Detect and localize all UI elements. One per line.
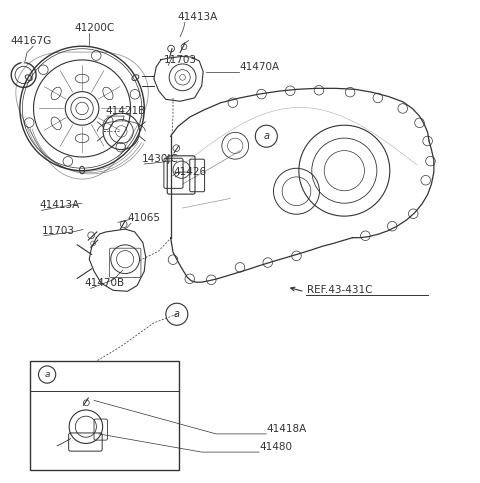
Text: 41413A: 41413A [39, 200, 79, 211]
Text: a: a [264, 131, 269, 141]
Text: 41470A: 41470A [239, 62, 279, 71]
Text: 41426: 41426 [173, 167, 206, 177]
Text: a: a [44, 370, 50, 379]
Text: 1430JC: 1430JC [142, 154, 179, 164]
Text: 44167G: 44167G [10, 36, 51, 46]
Text: 41065: 41065 [128, 213, 160, 223]
Text: 11703: 11703 [163, 56, 196, 65]
Text: REF.43-431C: REF.43-431C [307, 285, 372, 295]
Text: 41480: 41480 [259, 442, 292, 452]
Text: 41200C: 41200C [75, 23, 115, 33]
Text: 41470B: 41470B [84, 278, 125, 288]
Text: 11703: 11703 [41, 226, 74, 236]
Bar [30, 361, 179, 470]
Text: a: a [174, 309, 180, 319]
Text: 41418A: 41418A [266, 424, 307, 434]
Text: 41421B: 41421B [105, 106, 145, 116]
Text: 41413A: 41413A [178, 12, 218, 22]
